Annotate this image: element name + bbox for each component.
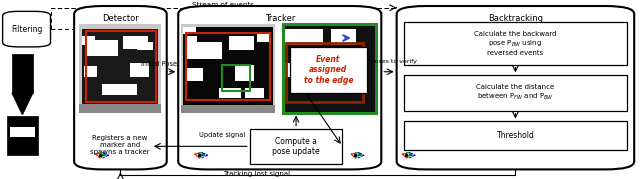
Bar bbox=[244, 88, 264, 98]
Bar bbox=[187, 42, 222, 59]
Bar bbox=[82, 29, 159, 107]
Text: Initial Pose: Initial Pose bbox=[141, 61, 177, 67]
Bar bbox=[83, 36, 95, 45]
Bar bbox=[285, 63, 298, 77]
Bar bbox=[290, 47, 367, 93]
Bar bbox=[228, 36, 254, 50]
Bar bbox=[250, 129, 342, 164]
Bar bbox=[283, 24, 376, 113]
Bar bbox=[102, 84, 127, 95]
Bar bbox=[404, 75, 627, 111]
Bar bbox=[12, 54, 33, 93]
Text: Event
assigned
to the edge: Event assigned to the edge bbox=[303, 55, 353, 85]
Text: Backtracking: Backtracking bbox=[488, 14, 543, 23]
Text: Stream of events: Stream of events bbox=[192, 2, 254, 8]
Bar bbox=[131, 63, 150, 77]
Bar bbox=[123, 36, 148, 49]
Bar bbox=[180, 24, 275, 113]
Bar bbox=[79, 24, 161, 113]
Bar bbox=[7, 116, 38, 155]
Bar bbox=[84, 66, 97, 77]
Text: Update signal: Update signal bbox=[199, 132, 245, 138]
Bar bbox=[86, 40, 118, 56]
Text: Detector: Detector bbox=[102, 14, 139, 23]
Bar bbox=[187, 68, 203, 81]
Bar bbox=[222, 65, 250, 91]
Text: Compute a
pose update: Compute a pose update bbox=[272, 137, 320, 156]
Bar bbox=[186, 33, 270, 100]
Text: Calculate the backward
pose P$_{BW}$ using
reversed events: Calculate the backward pose P$_{BW}$ usi… bbox=[474, 31, 557, 56]
Bar bbox=[257, 33, 269, 42]
Bar bbox=[79, 104, 161, 113]
Bar bbox=[183, 27, 196, 34]
Bar bbox=[137, 42, 153, 50]
FancyBboxPatch shape bbox=[3, 11, 51, 47]
Bar bbox=[302, 66, 328, 77]
Text: Threshold: Threshold bbox=[497, 131, 534, 140]
Bar bbox=[180, 105, 275, 113]
Bar bbox=[10, 127, 35, 137]
Bar bbox=[182, 27, 273, 109]
FancyBboxPatch shape bbox=[178, 6, 381, 170]
Text: Calculate the distance
between P$_{FW}$ and P$_{BW}$: Calculate the distance between P$_{FW}$ … bbox=[476, 84, 554, 102]
FancyBboxPatch shape bbox=[74, 6, 167, 170]
Polygon shape bbox=[12, 93, 33, 114]
Text: Pair of poses to verify: Pair of poses to verify bbox=[349, 59, 417, 64]
Text: Tracking lost signal: Tracking lost signal bbox=[223, 171, 290, 177]
Text: Filtering: Filtering bbox=[11, 25, 42, 34]
Bar bbox=[404, 22, 627, 65]
Text: Registers a new
marker and
spawns a tracker: Registers a new marker and spawns a trac… bbox=[90, 135, 150, 154]
Bar bbox=[86, 31, 156, 102]
Bar bbox=[404, 122, 627, 150]
Bar bbox=[10, 120, 22, 127]
Bar bbox=[219, 88, 241, 98]
Bar bbox=[124, 84, 137, 95]
Bar bbox=[235, 65, 254, 81]
Bar bbox=[331, 29, 356, 45]
Bar bbox=[186, 36, 197, 45]
FancyBboxPatch shape bbox=[397, 6, 634, 170]
Text: Tracker: Tracker bbox=[264, 14, 295, 23]
Bar bbox=[285, 29, 323, 45]
Bar bbox=[286, 43, 363, 102]
